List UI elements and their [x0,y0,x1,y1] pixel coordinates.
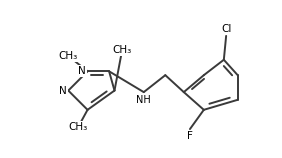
Text: CH₃: CH₃ [59,51,78,61]
Text: CH₃: CH₃ [113,45,132,55]
Text: F: F [187,131,193,141]
Text: N: N [78,66,86,76]
Text: Cl: Cl [221,24,231,34]
Text: NH: NH [136,95,151,105]
Text: CH₃: CH₃ [69,122,88,132]
Text: N: N [59,86,67,96]
